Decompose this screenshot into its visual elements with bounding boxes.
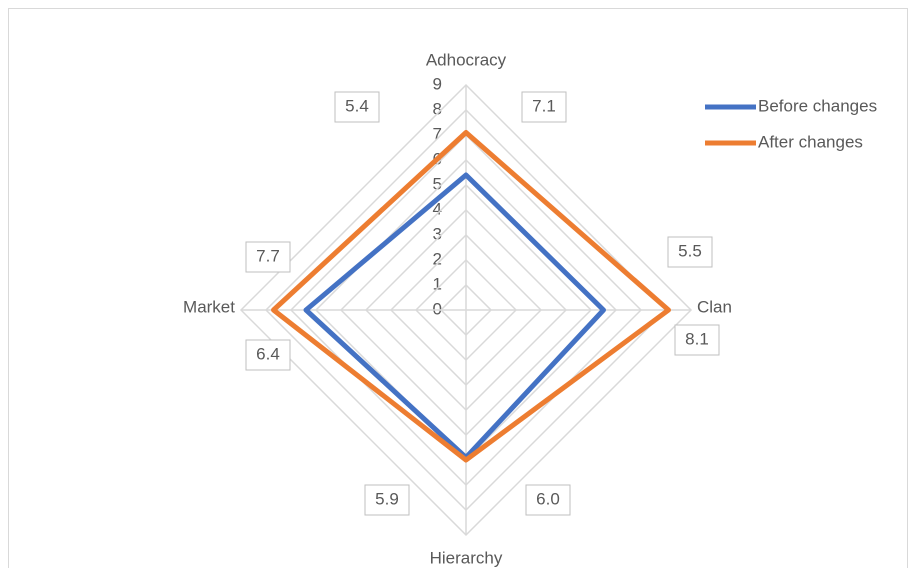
legend-label: After changes [758,132,863,151]
data-label-box [521,91,567,123]
data-label-box [667,236,713,268]
r-tick-label: 8 [433,99,442,118]
r-tick-label: 5 [433,174,442,193]
r-tick-label: 4 [433,199,442,218]
data-label: 7.1 [532,96,556,115]
data-label: 5.9 [375,489,399,508]
data-label-box [525,484,571,516]
r-tick-label: 0 [433,299,442,318]
data-label-box [245,241,291,273]
category-label: Clan [697,297,732,316]
data-label-box [245,339,291,371]
data-label: 6.0 [536,489,560,508]
data-label: 6.4 [256,344,280,363]
legend-label: Before changes [758,96,877,115]
data-label: 8.1 [685,329,709,348]
category-label: Hierarchy [430,548,503,567]
r-tick-label: 2 [433,249,442,268]
r-tick-label: 3 [433,224,442,243]
data-label: 5.5 [678,241,702,260]
data-label: 7.7 [256,246,280,265]
data-label-box [334,91,380,123]
r-tick-label: 1 [433,274,442,293]
data-label: 5.4 [345,96,369,115]
data-label-box [364,484,410,516]
series-line [271,130,671,463]
category-label: Adhocracy [426,50,507,69]
r-tick-label: 9 [433,74,442,93]
chart-border [8,8,908,568]
r-tick-label: 7 [433,124,442,143]
data-label-box [674,324,720,356]
category-label: Market [183,297,235,316]
